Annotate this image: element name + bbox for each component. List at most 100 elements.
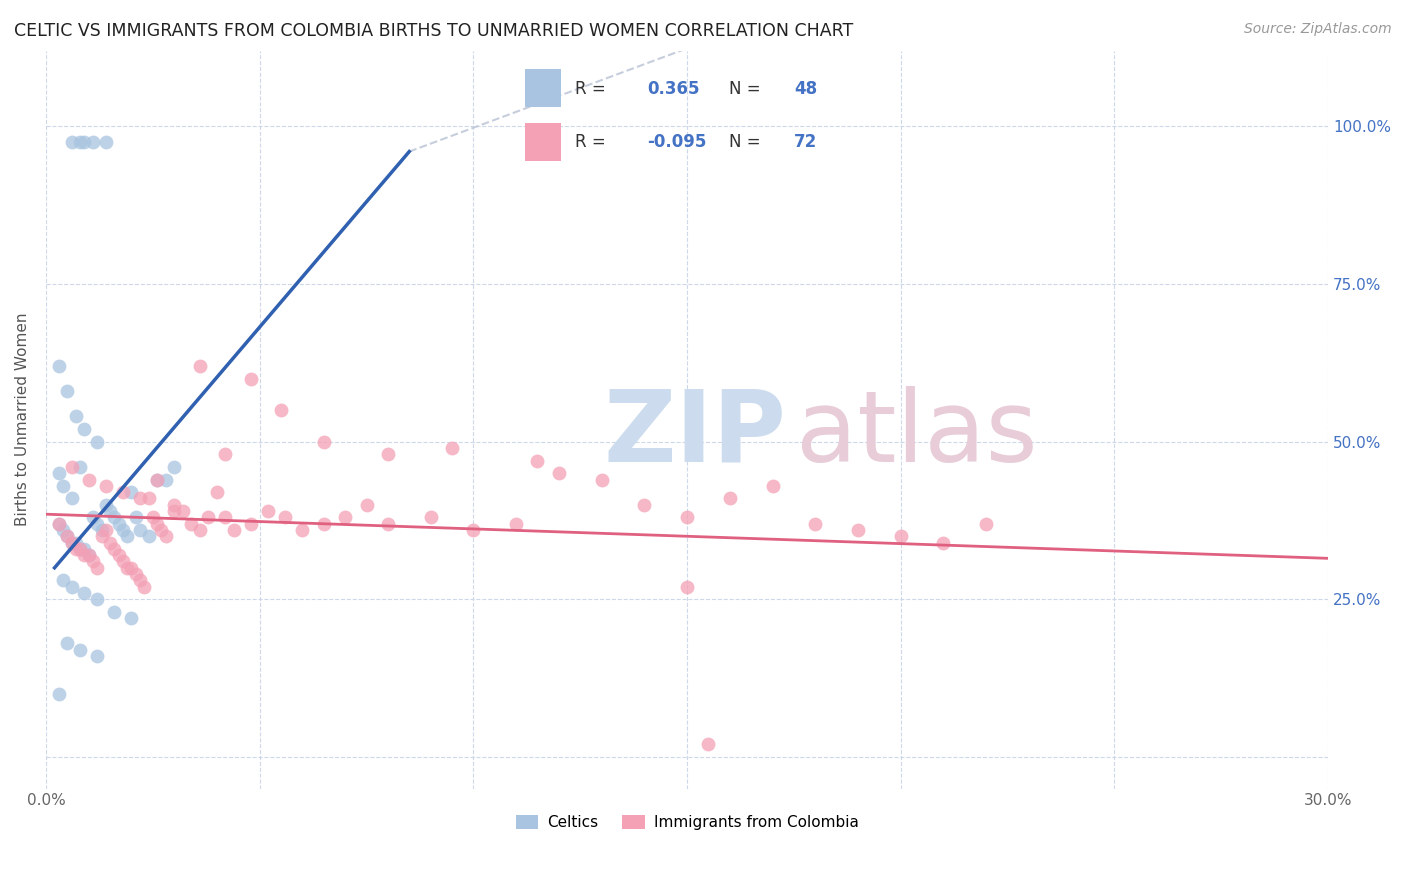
Point	[129, 491, 152, 506]
Point	[197, 510, 219, 524]
Point	[90, 523, 112, 537]
Point	[188, 359, 211, 373]
Point	[846, 523, 869, 537]
Point	[98, 504, 121, 518]
Point	[333, 510, 356, 524]
Point	[60, 491, 83, 506]
Text: CELTIC VS IMMIGRANTS FROM COLOMBIA BIRTHS TO UNMARRIED WOMEN CORRELATION CHART: CELTIC VS IMMIGRANTS FROM COLOMBIA BIRTH…	[14, 22, 853, 40]
Point	[214, 510, 236, 524]
Point	[56, 529, 79, 543]
Point	[356, 498, 378, 512]
Point	[163, 498, 186, 512]
Point	[146, 516, 169, 531]
Point	[73, 541, 96, 556]
Point	[69, 541, 91, 556]
Point	[111, 485, 134, 500]
Point	[69, 642, 91, 657]
Point	[377, 516, 399, 531]
Point	[890, 529, 912, 543]
Point	[270, 403, 292, 417]
Point	[111, 554, 134, 568]
Point	[94, 479, 117, 493]
Point	[103, 605, 125, 619]
Point	[90, 529, 112, 543]
Point	[804, 516, 827, 531]
Point	[98, 535, 121, 549]
Point	[48, 516, 70, 531]
Point	[103, 510, 125, 524]
Point	[56, 636, 79, 650]
Point	[163, 504, 186, 518]
Point	[463, 523, 485, 537]
Point	[440, 441, 463, 455]
Point	[134, 580, 156, 594]
Point	[60, 459, 83, 474]
Point	[65, 535, 87, 549]
Point	[52, 574, 75, 588]
Point	[82, 510, 104, 524]
Point	[56, 384, 79, 399]
Point	[86, 649, 108, 664]
Point	[73, 548, 96, 562]
Point	[146, 473, 169, 487]
Point	[48, 687, 70, 701]
Point	[60, 535, 83, 549]
Point	[52, 479, 75, 493]
Point	[257, 504, 280, 518]
Point	[86, 516, 108, 531]
Text: ZIP: ZIP	[603, 386, 786, 483]
Point	[377, 447, 399, 461]
Point	[125, 567, 148, 582]
Point	[107, 516, 129, 531]
Point	[111, 523, 134, 537]
Point	[60, 535, 83, 549]
Point	[291, 523, 314, 537]
Point	[82, 554, 104, 568]
Point	[82, 135, 104, 149]
Point	[56, 529, 79, 543]
Point	[163, 459, 186, 474]
Point	[73, 422, 96, 436]
Point	[86, 592, 108, 607]
Point	[94, 135, 117, 149]
Point	[761, 479, 783, 493]
Point	[73, 586, 96, 600]
Point	[65, 541, 87, 556]
Point	[120, 611, 142, 625]
Point	[125, 510, 148, 524]
Point	[52, 523, 75, 537]
Point	[222, 523, 245, 537]
Point	[697, 738, 720, 752]
Point	[48, 359, 70, 373]
Point	[718, 491, 741, 506]
Point	[60, 135, 83, 149]
Point	[115, 529, 138, 543]
Point	[172, 504, 194, 518]
Point	[73, 135, 96, 149]
Point	[240, 516, 263, 531]
Point	[60, 580, 83, 594]
Point	[932, 535, 955, 549]
Point	[274, 510, 297, 524]
Point	[65, 409, 87, 424]
Point	[419, 510, 441, 524]
Point	[505, 516, 527, 531]
Point	[205, 485, 228, 500]
Point	[138, 529, 160, 543]
Point	[142, 510, 165, 524]
Point	[94, 523, 117, 537]
Point	[77, 548, 100, 562]
Point	[129, 523, 152, 537]
Point	[86, 561, 108, 575]
Point	[547, 467, 569, 481]
Point	[312, 516, 335, 531]
Point	[188, 523, 211, 537]
Point	[150, 523, 173, 537]
Point	[86, 434, 108, 449]
Point	[120, 485, 142, 500]
Point	[526, 453, 548, 467]
Point	[48, 516, 70, 531]
Point	[676, 510, 699, 524]
Legend: Celtics, Immigrants from Colombia: Celtics, Immigrants from Colombia	[509, 809, 865, 836]
Point	[138, 491, 160, 506]
